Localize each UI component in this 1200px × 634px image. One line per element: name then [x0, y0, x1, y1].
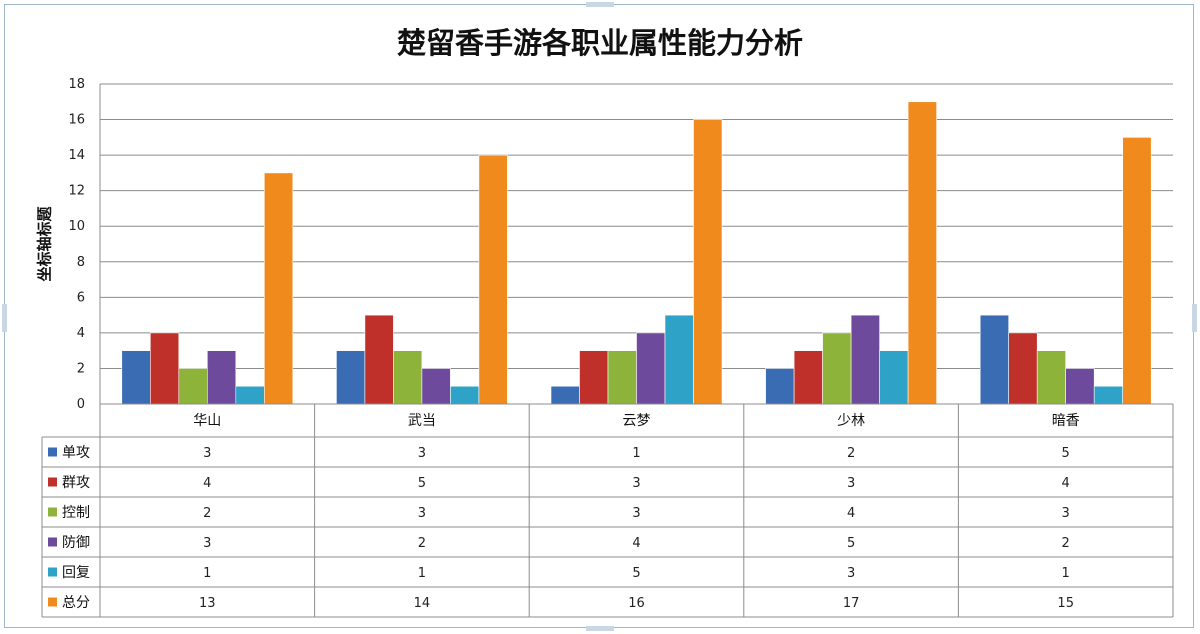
legend-key-单攻 — [48, 447, 57, 457]
bar-群攻-华山 — [150, 332, 180, 405]
data-label: 3 — [203, 446, 211, 461]
data-label: 4 — [1062, 476, 1070, 491]
data-label: 17 — [843, 596, 860, 611]
category-label: 华山 — [193, 413, 221, 429]
data-label: 3 — [632, 476, 640, 491]
series-label: 回复 — [62, 564, 90, 581]
bar-控制-暗香 — [1036, 350, 1066, 405]
data-label: 2 — [203, 506, 211, 521]
data-label: 5 — [632, 566, 640, 581]
category-label: 少林 — [837, 413, 865, 429]
bar-回复-少林 — [879, 350, 909, 405]
data-label: 1 — [418, 566, 426, 581]
data-label: 2 — [418, 536, 426, 551]
legend-key-防御 — [48, 537, 57, 547]
data-label: 15 — [1057, 596, 1074, 611]
bar-总分-云梦 — [693, 119, 723, 405]
category-label: 暗香 — [1052, 413, 1080, 429]
resize-handle-left[interactable] — [2, 304, 7, 332]
data-label: 1 — [1062, 566, 1070, 581]
y-tick-label: 14 — [68, 148, 85, 163]
data-label: 5 — [1062, 446, 1070, 461]
bar-回复-武当 — [450, 385, 480, 405]
series-label: 群攻 — [62, 475, 90, 491]
legend-key-总分 — [48, 597, 57, 607]
series-label: 控制 — [62, 505, 90, 521]
data-label: 3 — [632, 506, 640, 521]
resize-handle-top[interactable] — [586, 2, 614, 7]
y-tick-label: 8 — [77, 255, 85, 270]
bar-防御-云梦 — [636, 332, 666, 405]
resize-handle-right[interactable] — [1192, 304, 1197, 332]
bar-防御-华山 — [207, 350, 237, 405]
data-label: 2 — [1062, 536, 1070, 551]
bar-防御-暗香 — [1065, 368, 1095, 405]
bar-总分-武当 — [478, 154, 508, 405]
series-label: 防御 — [62, 535, 90, 551]
series-label: 总分 — [62, 595, 90, 611]
bar-总分-少林 — [907, 101, 937, 405]
resize-handle-bottom[interactable] — [586, 626, 614, 631]
y-tick-label: 4 — [77, 326, 85, 341]
category-label: 云梦 — [623, 413, 651, 429]
bar-回复-暗香 — [1093, 385, 1123, 405]
y-tick-label: 6 — [77, 290, 85, 305]
legend-key-回复 — [48, 567, 57, 577]
bar-总分-华山 — [263, 172, 294, 405]
bar-群攻-少林 — [793, 350, 823, 405]
bar-防御-武当 — [421, 368, 451, 405]
bar-控制-云梦 — [607, 350, 637, 405]
data-label: 3 — [847, 566, 855, 581]
bar-单攻-武当 — [336, 350, 366, 405]
chart-title: 楚留香手游各职业属性能力分析 — [396, 26, 803, 60]
y-tick-label: 18 — [68, 77, 85, 92]
bar-回复-华山 — [235, 385, 265, 405]
bar-回复-云梦 — [664, 314, 694, 405]
series-label: 单攻 — [62, 445, 90, 461]
y-tick-label: 12 — [68, 184, 85, 199]
bar-单攻-少林 — [765, 368, 795, 405]
bar-防御-少林 — [850, 314, 880, 405]
data-label: 1 — [632, 446, 640, 461]
data-label: 3 — [418, 446, 426, 461]
data-label: 2 — [847, 446, 855, 461]
bar-单攻-暗香 — [979, 314, 1010, 405]
legend-key-控制 — [48, 507, 57, 517]
data-label: 3 — [203, 536, 211, 551]
data-label: 14 — [414, 596, 431, 611]
y-tick-label: 16 — [68, 113, 85, 128]
bar-单攻-华山 — [121, 350, 151, 405]
data-label: 4 — [632, 536, 640, 551]
bar-控制-华山 — [178, 368, 208, 405]
bar-控制-武当 — [393, 350, 423, 405]
bar-群攻-云梦 — [579, 350, 609, 405]
data-label: 4 — [203, 476, 211, 491]
y-tick-label: 10 — [68, 219, 85, 234]
data-label: 3 — [1062, 506, 1070, 521]
category-label: 武当 — [408, 413, 436, 429]
data-label: 3 — [847, 476, 855, 491]
bar-群攻-武当 — [364, 314, 394, 405]
bar-总分-暗香 — [1122, 137, 1152, 405]
legend-key-群攻 — [48, 477, 57, 487]
data-label: 16 — [628, 596, 645, 611]
data-label: 4 — [847, 506, 855, 521]
bar-单攻-云梦 — [550, 385, 580, 405]
data-label: 13 — [199, 596, 216, 611]
data-label: 1 — [203, 566, 211, 581]
data-label: 5 — [847, 536, 855, 551]
y-tick-label: 0 — [77, 397, 85, 412]
data-label: 5 — [418, 476, 426, 491]
y-tick-label: 2 — [77, 361, 85, 376]
data-label: 3 — [418, 506, 426, 521]
bar-群攻-暗香 — [1008, 332, 1038, 405]
bar-控制-少林 — [822, 332, 852, 405]
